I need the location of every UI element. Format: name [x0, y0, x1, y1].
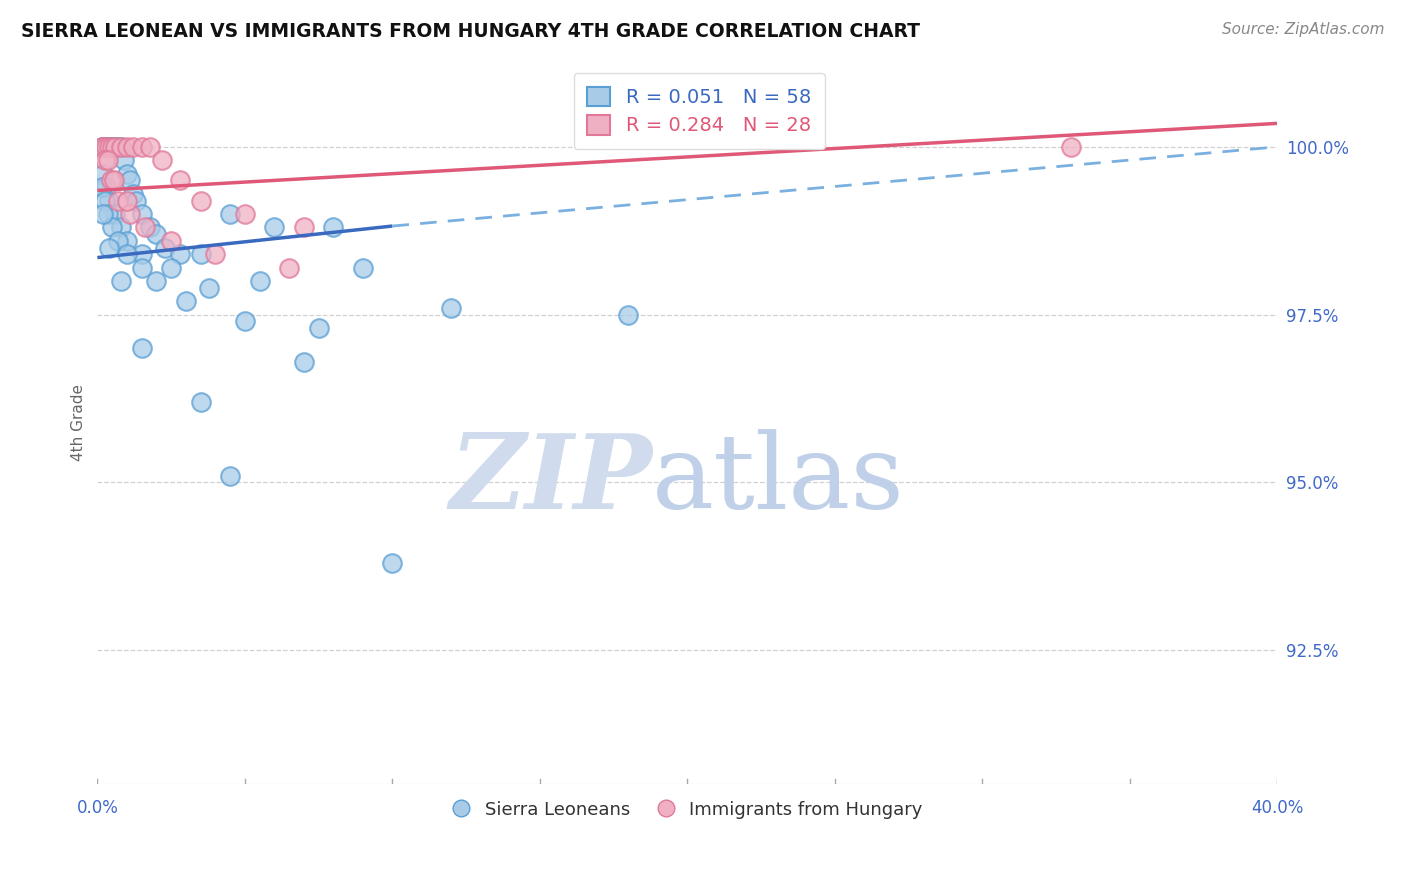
Point	[96, 180, 118, 194]
Point	[91, 207, 114, 221]
Point	[292, 354, 315, 368]
Point	[121, 186, 143, 201]
Point	[160, 234, 183, 248]
Point	[112, 153, 135, 168]
Point	[131, 207, 153, 221]
Point	[219, 468, 242, 483]
Point	[150, 153, 173, 168]
Point	[233, 314, 256, 328]
Point	[145, 274, 167, 288]
Point	[93, 194, 115, 208]
Point	[101, 140, 124, 154]
Point	[100, 140, 122, 154]
Point	[381, 556, 404, 570]
Point	[263, 220, 285, 235]
Point	[249, 274, 271, 288]
Point	[91, 167, 114, 181]
Point	[292, 220, 315, 235]
Point	[155, 240, 177, 254]
Text: ZIP: ZIP	[449, 429, 652, 531]
Point	[93, 153, 115, 168]
Point	[352, 260, 374, 275]
Point	[100, 173, 122, 187]
Point	[118, 173, 141, 187]
Point	[233, 207, 256, 221]
Point	[118, 207, 141, 221]
Point	[134, 220, 156, 235]
Point	[131, 260, 153, 275]
Point	[98, 140, 121, 154]
Point	[107, 194, 129, 208]
Point	[115, 140, 138, 154]
Point	[115, 247, 138, 261]
Point	[98, 240, 121, 254]
Point	[104, 140, 127, 154]
Point	[98, 194, 121, 208]
Point	[190, 247, 212, 261]
Point	[96, 140, 118, 154]
Point	[90, 140, 112, 154]
Point	[91, 140, 114, 154]
Point	[98, 140, 121, 154]
Point	[90, 180, 112, 194]
Point	[219, 207, 242, 221]
Y-axis label: 4th Grade: 4th Grade	[72, 384, 86, 460]
Point	[110, 140, 132, 154]
Point	[103, 173, 125, 187]
Text: atlas: atlas	[652, 429, 905, 531]
Point	[115, 234, 138, 248]
Point	[103, 140, 125, 154]
Point	[169, 247, 191, 261]
Point	[101, 140, 124, 154]
Point	[160, 260, 183, 275]
Point	[139, 140, 162, 154]
Point	[104, 207, 127, 221]
Point	[97, 153, 120, 168]
Point	[93, 140, 115, 154]
Point	[198, 281, 221, 295]
Point	[97, 140, 120, 154]
Point	[121, 140, 143, 154]
Point	[131, 140, 153, 154]
Point	[115, 194, 138, 208]
Point	[90, 140, 112, 154]
Point	[169, 173, 191, 187]
Point	[107, 234, 129, 248]
Point	[115, 167, 138, 181]
Point	[110, 274, 132, 288]
Text: 40.0%: 40.0%	[1251, 799, 1303, 817]
Point	[190, 194, 212, 208]
Point	[110, 220, 132, 235]
Point	[174, 294, 197, 309]
Point	[91, 140, 114, 154]
Point	[145, 227, 167, 241]
Point	[131, 341, 153, 355]
Text: Source: ZipAtlas.com: Source: ZipAtlas.com	[1222, 22, 1385, 37]
Point	[125, 194, 148, 208]
Point	[204, 247, 226, 261]
Point	[308, 321, 330, 335]
Point	[617, 308, 640, 322]
Point	[107, 140, 129, 154]
Point	[322, 220, 344, 235]
Point	[110, 140, 132, 154]
Point	[440, 301, 463, 315]
Point	[104, 140, 127, 154]
Point	[1060, 140, 1083, 154]
Point	[190, 395, 212, 409]
Point	[131, 247, 153, 261]
Point	[101, 220, 124, 235]
Point	[97, 207, 120, 221]
Text: SIERRA LEONEAN VS IMMIGRANTS FROM HUNGARY 4TH GRADE CORRELATION CHART: SIERRA LEONEAN VS IMMIGRANTS FROM HUNGAR…	[21, 22, 920, 41]
Point	[96, 140, 118, 154]
Text: 0.0%: 0.0%	[76, 799, 118, 817]
Legend: Sierra Leoneans, Immigrants from Hungary: Sierra Leoneans, Immigrants from Hungary	[444, 793, 929, 826]
Point	[139, 220, 162, 235]
Point	[278, 260, 301, 275]
